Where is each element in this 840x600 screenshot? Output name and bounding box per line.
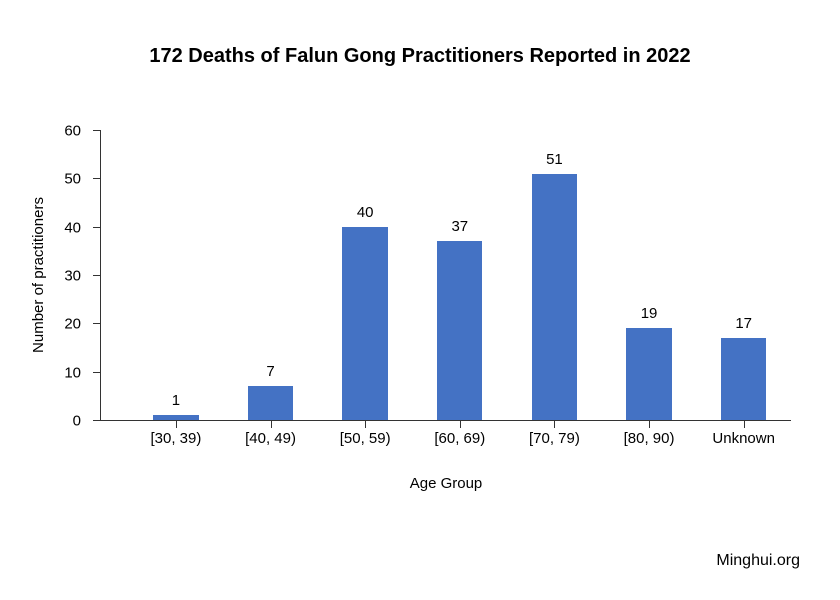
bar: 7[40, 49) [248,386,293,420]
bar: 1[30, 39) [153,415,198,420]
y-tick-label: 60 [64,123,81,140]
chart-container: 172 Deaths of Falun Gong Practitioners R… [0,0,840,600]
y-tick-label: 30 [64,268,81,285]
y-tick: 0 [93,420,101,421]
category-label: [50, 59) [340,430,391,447]
source-attribution: Minghui.org [716,552,800,570]
category-label: [40, 49) [245,430,296,447]
x-tick [365,420,366,428]
bar-value-label: 40 [357,204,374,221]
category-label: Unknown [712,430,775,447]
category-label: [60, 69) [434,430,485,447]
bar: 40[50, 59) [342,227,387,420]
bar: 19[80, 90) [626,328,671,420]
y-tick-label: 50 [64,171,81,188]
x-tick [554,420,555,428]
y-tick-label: 10 [64,364,81,381]
x-tick [176,420,177,428]
x-tick [744,420,745,428]
category-label: [30, 39) [150,430,201,447]
y-tick: 10 [93,372,101,373]
y-tick: 50 [93,178,101,179]
bar: 51[70, 79) [532,174,577,421]
bar-value-label: 37 [451,218,468,235]
y-tick-label: 20 [64,316,81,333]
x-tick [649,420,650,428]
y-tick: 30 [93,275,101,276]
y-tick: 40 [93,227,101,228]
x-tick [460,420,461,428]
x-axis-label: Age Group [410,475,483,492]
bar-value-label: 51 [546,151,563,168]
bar-value-label: 1 [172,392,180,409]
bar-value-label: 17 [735,315,752,332]
y-tick-label: 0 [73,413,81,430]
y-tick: 60 [93,130,101,131]
bar: 17Unknown [721,338,766,420]
y-axis-label: Number of practitioners [30,197,47,353]
y-tick: 20 [93,323,101,324]
plot-area: Number of practitioners Age Group 010203… [100,130,791,421]
category-label: [70, 79) [529,430,580,447]
x-tick [271,420,272,428]
y-tick-label: 40 [64,219,81,236]
bar-value-label: 19 [641,305,658,322]
bar-value-label: 7 [266,363,274,380]
chart-title: 172 Deaths of Falun Gong Practitioners R… [0,45,840,68]
bar: 37[60, 69) [437,241,482,420]
category-label: [80, 90) [624,430,675,447]
